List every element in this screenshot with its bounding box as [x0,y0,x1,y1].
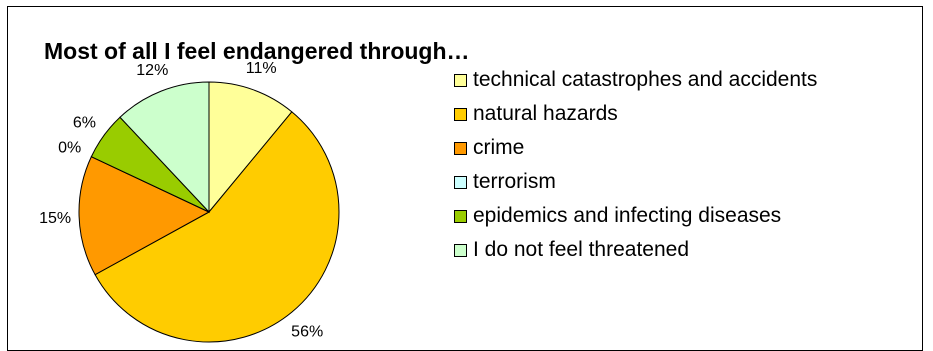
legend-item: epidemics and infecting diseases [454,202,781,230]
slice-percentage-label: 11% [246,60,277,77]
legend-item: crime [454,134,524,162]
legend-label: terrorism [473,170,556,193]
legend-label: epidemics and infecting diseases [473,204,782,227]
legend-label: natural hazards [473,102,618,125]
slice-percentage-label: 15% [39,210,71,227]
legend-swatch [454,107,467,121]
slice-percentage-label: 56% [291,324,323,341]
chart-title: Most of all I feel endangered through… [44,38,470,64]
pie-slice [94,111,340,343]
slice-percentage-label: 6% [73,115,96,132]
pie-slice [78,155,211,276]
legend-item: technical catastrophes and accidents [454,66,817,94]
legend-item: natural hazards [454,100,618,128]
legend-swatch [454,73,467,87]
legend-item: terrorism [454,168,556,196]
legend-swatch [454,141,467,155]
legend-swatch [454,175,467,189]
legend-label: crime [473,136,525,159]
pie-slice [119,81,210,214]
legend-swatch [454,243,467,257]
pie-slice [208,81,293,214]
slice-percentage-label: 0% [58,139,81,156]
slice-percentage-label: 12% [136,62,168,79]
legend-swatch [454,209,467,223]
legend-item: I do not feel threatened [454,236,689,264]
legend-label: technical catastrophes and accidents [473,68,818,91]
legend-label: I do not feel threatened [473,238,689,261]
